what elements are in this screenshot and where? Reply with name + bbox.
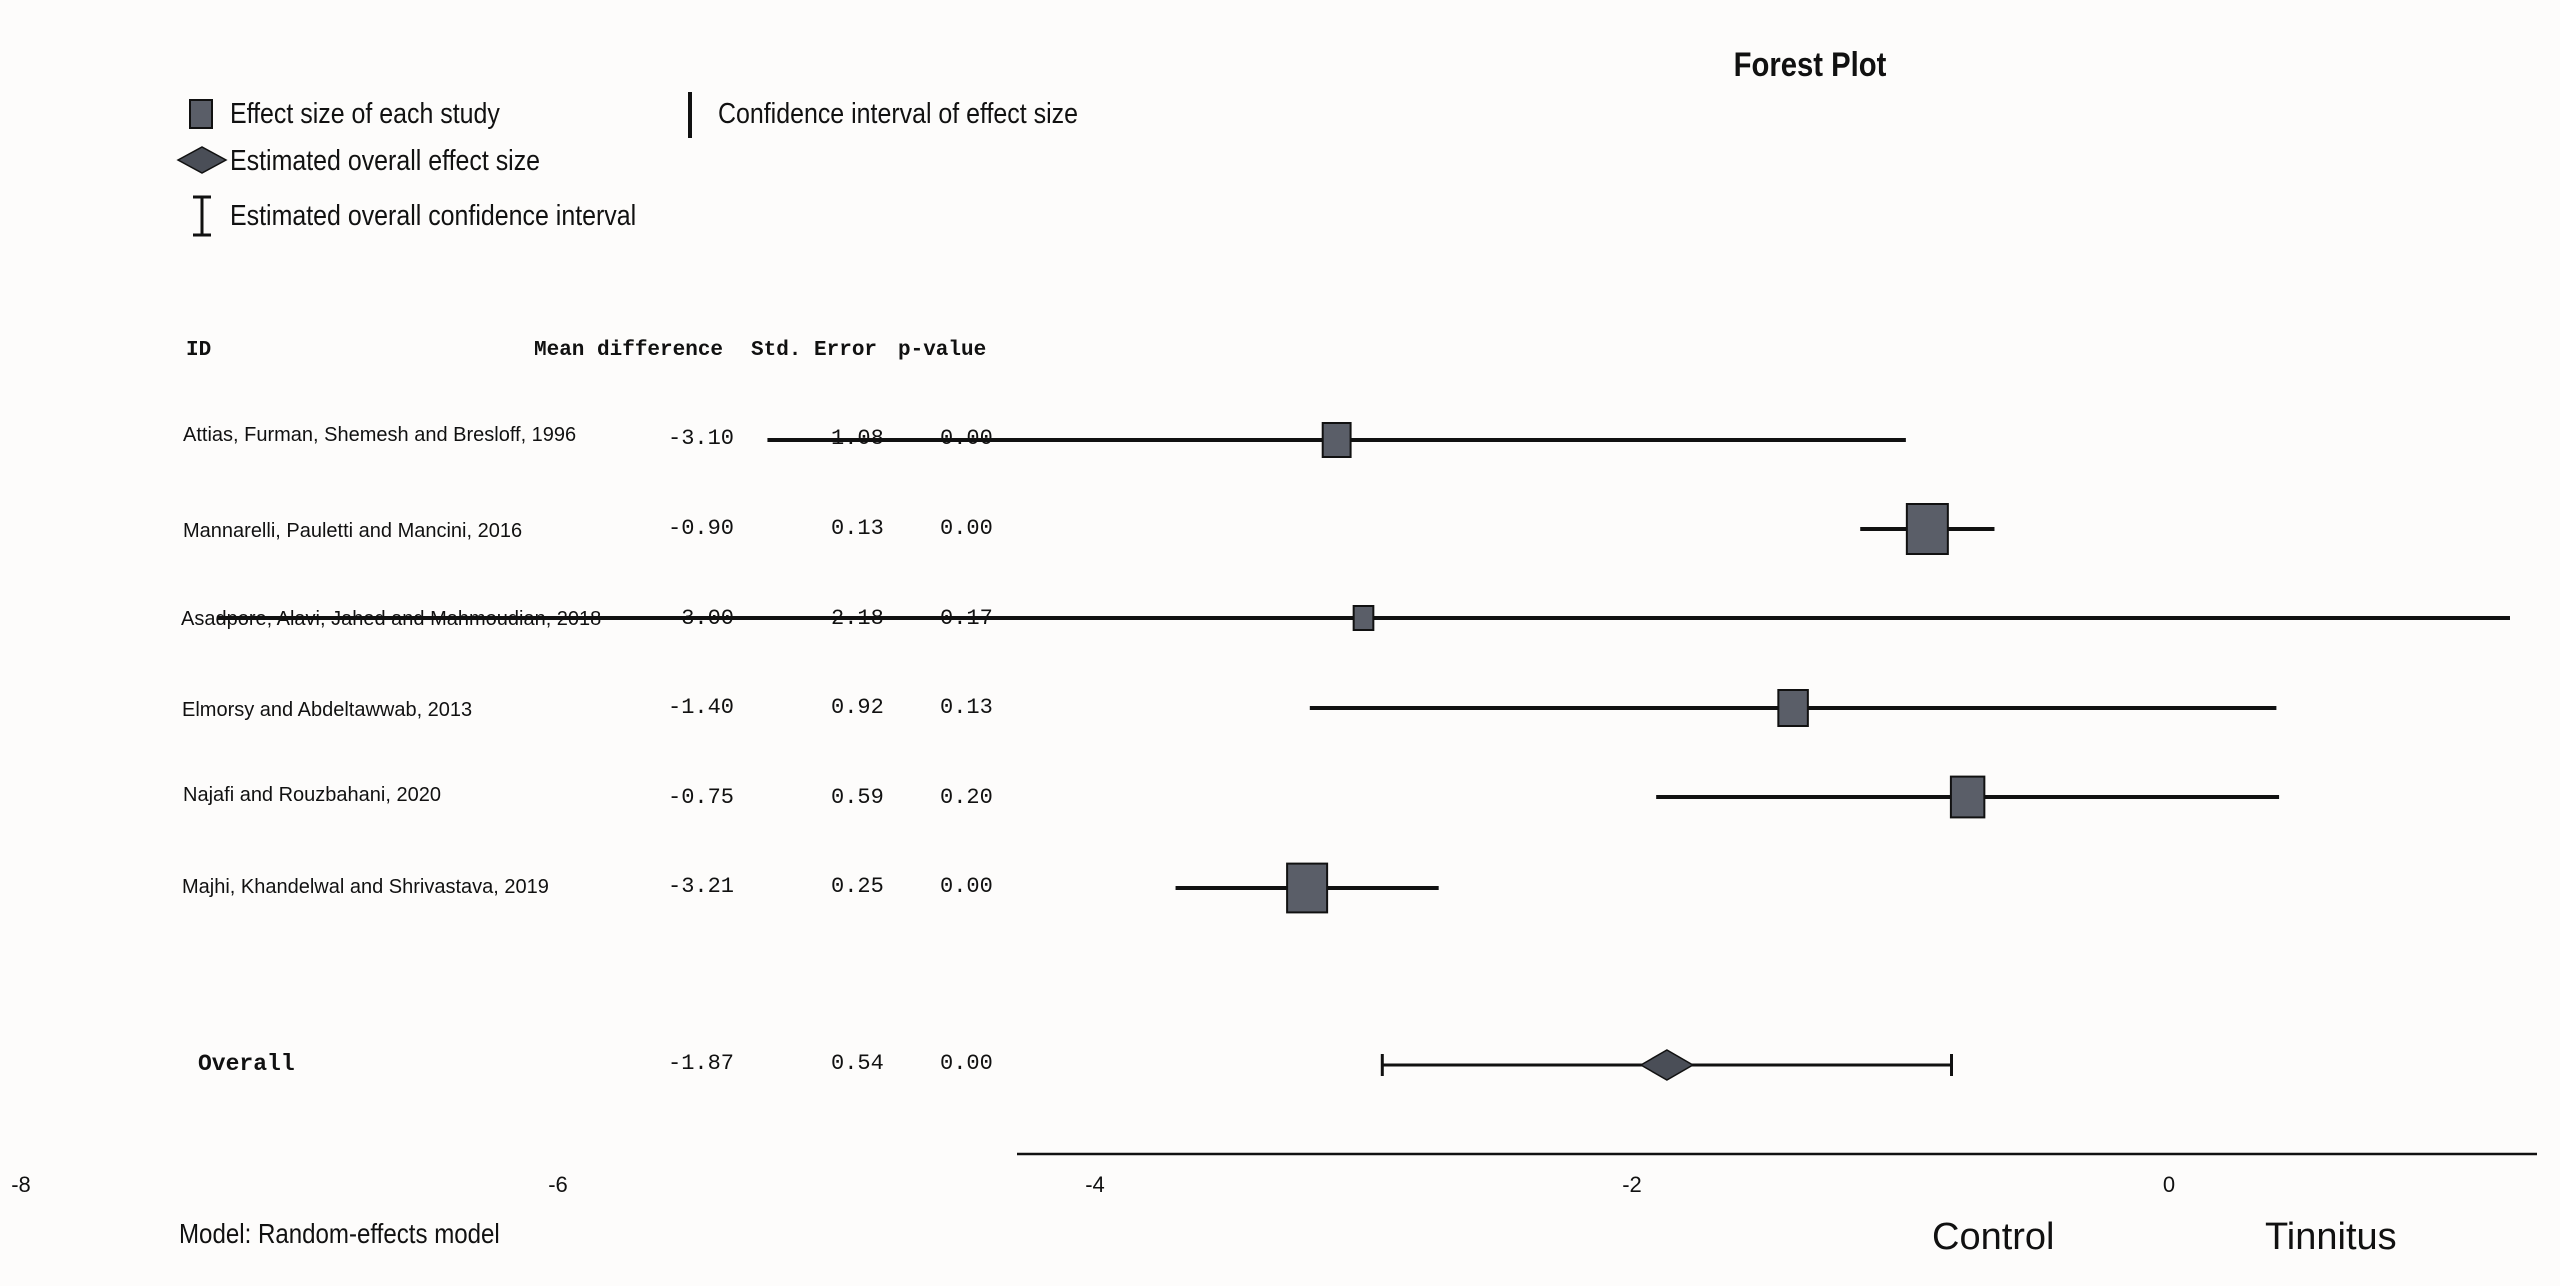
study-id: Elmorsy and Abdeltawwab, 2013: [182, 699, 473, 721]
column-header-id: ID: [186, 339, 212, 362]
study-effect-square: [1905, 503, 1949, 555]
study-effect-square: [1949, 775, 1986, 819]
direction-label-control: Control: [1932, 1216, 2055, 1258]
chart-title: Forest Plot: [1733, 46, 1887, 84]
study-mean-difference: -3.10: [668, 426, 735, 451]
study-p-value: 0.20: [940, 785, 993, 810]
overall-id: Overall: [198, 1051, 295, 1077]
overall-p-value: 0.00: [940, 1051, 993, 1076]
study-p-value: 0.00: [940, 516, 993, 541]
overall-effect-legend-marker: [176, 146, 228, 174]
study-mean-difference: -3.21: [668, 874, 735, 899]
overall-ci-legend-marker: [193, 195, 211, 237]
x-tick-label: 0: [2163, 1172, 2175, 1197]
study-ci-legend-marker: [688, 92, 692, 138]
study-p-value: 0.00: [940, 874, 993, 899]
x-tick-label: -2: [1622, 1172, 1642, 1197]
study-std-error: 0.59: [831, 785, 884, 810]
model-label: Model: Random-effects model: [179, 1218, 500, 1249]
study-id: Attias, Furman, Shemesh and Bresloff, 19…: [183, 424, 577, 446]
legend-study-effect-label: Effect size of each study: [230, 98, 500, 130]
legend-overall-ci-label: Estimated overall confidence interval: [230, 200, 637, 232]
study-mean-difference: -0.75: [668, 785, 735, 810]
legend-overall-effect-label: Estimated overall effect size: [230, 145, 541, 177]
x-tick-label: -8: [11, 1172, 31, 1197]
overall-std-error: 0.54: [831, 1051, 884, 1076]
overall-effect-diamond: [1639, 1049, 1695, 1081]
x-tick-label: -4: [1085, 1172, 1105, 1197]
legend-study-ci-label: Confidence interval of effect size: [718, 98, 1078, 130]
study-id: Majhi, Khandelwal and Shrivastava, 2019: [182, 876, 549, 898]
study-mean-difference: -0.90: [668, 516, 735, 541]
column-header-mean-difference: Mean difference: [534, 339, 724, 362]
direction-label-tinnitus: Tinnitus: [2265, 1216, 2397, 1258]
study-id: Najafi and Rouzbahani, 2020: [183, 784, 441, 806]
study-effect-square: [1286, 862, 1329, 914]
overall-mean-difference: -1.87: [668, 1051, 735, 1076]
study-mean-difference: -1.40: [668, 695, 735, 720]
study-effect-legend-marker: [189, 99, 213, 129]
study-std-error: 0.13: [831, 516, 884, 541]
study-effect-square: [1321, 422, 1352, 458]
study-std-error: 0.25: [831, 874, 884, 899]
study-effect-square: [1352, 605, 1375, 631]
column-header-p-value: p-value: [898, 339, 987, 362]
study-p-value: 0.13: [940, 695, 993, 720]
column-header-std-error: Std. Error: [751, 339, 878, 362]
study-std-error: 0.92: [831, 695, 884, 720]
study-effect-square: [1777, 689, 1809, 727]
study-id: Mannarelli, Pauletti and Mancini, 2016: [183, 520, 523, 542]
x-tick-label: -6: [548, 1172, 568, 1197]
